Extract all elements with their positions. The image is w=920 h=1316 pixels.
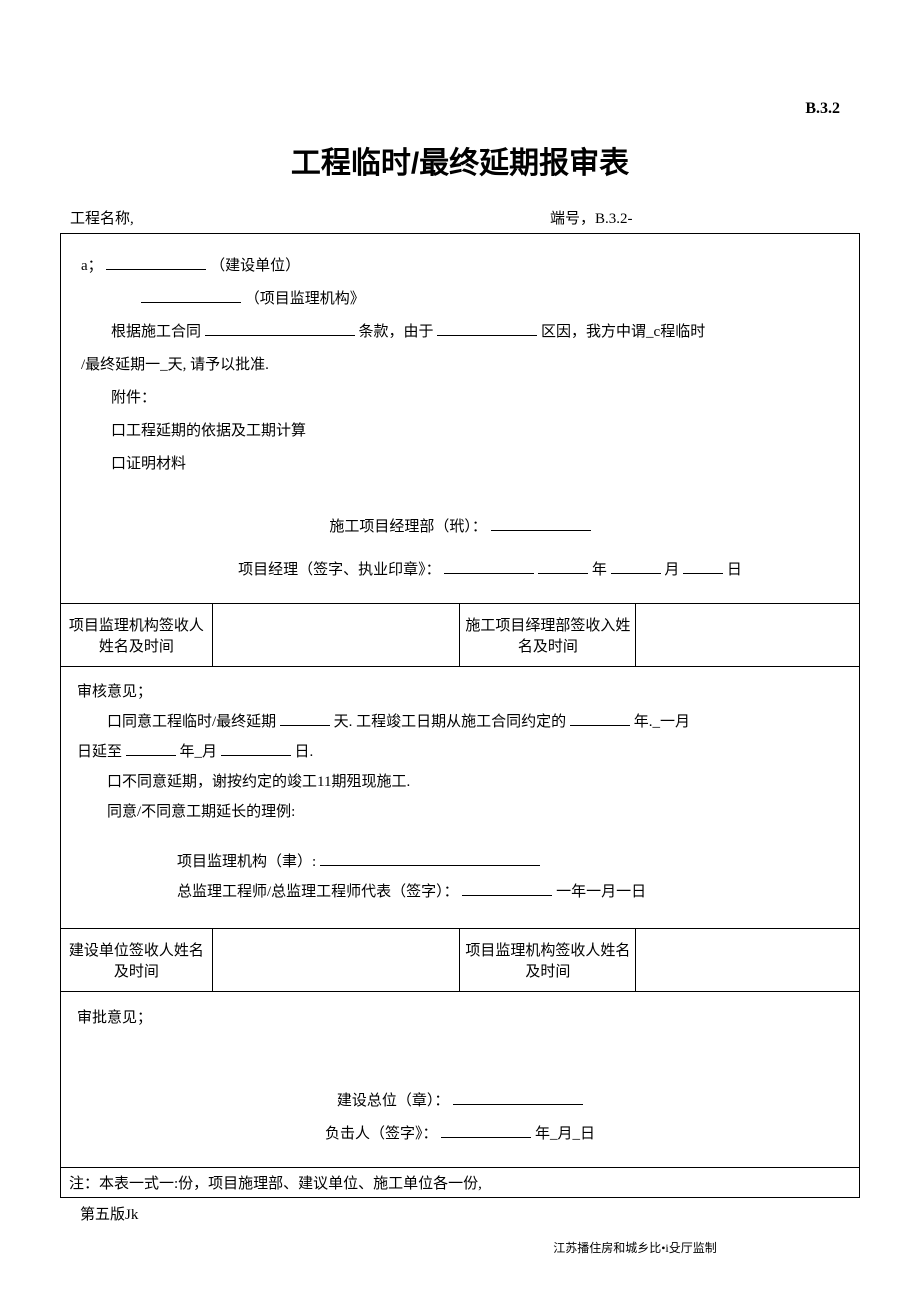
line1-prefix: a； bbox=[81, 258, 103, 274]
s2-line4: 同意/不同意工期延长的理例: bbox=[77, 797, 843, 827]
new-day-blank[interactable] bbox=[221, 741, 291, 756]
day-blank[interactable] bbox=[683, 559, 723, 574]
applicant-section: a； （建设单位） （项目监理机构》 根据施工合同 条款，由于 区因，我方中谓_… bbox=[69, 240, 851, 597]
new-year-blank[interactable] bbox=[126, 741, 176, 756]
sig2-left-value[interactable] bbox=[212, 929, 460, 992]
s2-org-label: 项目监理机构（聿）: bbox=[177, 854, 316, 870]
year-blank[interactable] bbox=[538, 559, 588, 574]
line1-suffix: （建设单位） bbox=[210, 258, 300, 274]
days-blank[interactable] bbox=[280, 711, 330, 726]
month-label: 月 bbox=[664, 562, 679, 578]
attachment-label: 附件： bbox=[81, 382, 839, 415]
document-code: B.3.2 bbox=[60, 100, 860, 118]
s3-org-blank[interactable] bbox=[453, 1090, 583, 1105]
s2-eng-label: 总监理工程师/总监理工程师代表（签字）： bbox=[177, 884, 459, 900]
s2-line3: 口不同意延期，谢按约定的竣工11期殂现施工. bbox=[77, 767, 843, 797]
line2-suffix: （项目监理机构》 bbox=[245, 291, 365, 307]
approval-section: 审批意见； 建设总位（章）： 负击人（签字》： 年_月_日 bbox=[69, 998, 851, 1161]
line3-mid1: 条款，由于 bbox=[359, 324, 434, 340]
sig2-right-label: 项目监理机构签收人姓名及时间 bbox=[460, 929, 636, 992]
dept-blank[interactable] bbox=[491, 516, 591, 531]
s2-eng-blank[interactable] bbox=[462, 881, 552, 896]
signature-row-1: 项目监理机构签收人姓名及时间 施工项目绎理部签收入姓名及时间 bbox=[61, 604, 860, 667]
note-text: 注：本表一式一:份，项目施理部、建议单位、施工单位各一份, bbox=[61, 1168, 860, 1198]
line3-prefix: 根据施工合同 bbox=[111, 324, 201, 340]
construction-unit-blank[interactable] bbox=[106, 255, 206, 270]
attachment-2: 口证明材料 bbox=[81, 448, 839, 481]
review-section: 审核意见； 口同意工程临时/最终延期 天. 工程竣工日期从施工合同约定的 年._… bbox=[69, 673, 851, 922]
s3-org-label: 建设总位（章）： bbox=[337, 1093, 450, 1109]
footer-version: 第五版Jk bbox=[60, 1203, 860, 1224]
s3-person-blank[interactable] bbox=[441, 1123, 531, 1138]
form-table: a； （建设单位） （项目监理机构》 根据施工合同 条款，由于 区因，我方中谓_… bbox=[60, 233, 860, 1198]
approval-title: 审批意见； bbox=[77, 1002, 843, 1035]
s2-line2-suffix: 日. bbox=[295, 744, 314, 760]
mgr-sig-blank[interactable] bbox=[444, 559, 534, 574]
manager-label: 项目经理（签字、执业印章》： bbox=[238, 562, 441, 578]
s2-eng-suffix: 一年一月一日 bbox=[556, 884, 646, 900]
month-blank[interactable] bbox=[611, 559, 661, 574]
sig1-right-value[interactable] bbox=[636, 604, 860, 667]
s2-line1-mid: 天. 工程竣工日期从施工合同约定的 bbox=[334, 714, 567, 730]
year-label: 年 bbox=[592, 562, 607, 578]
sig2-right-value[interactable] bbox=[636, 929, 860, 992]
project-name-label: 工程名称, bbox=[70, 207, 550, 228]
sig2-left-label: 建设单位签收人姓名及时间 bbox=[61, 929, 213, 992]
reason-blank[interactable] bbox=[437, 321, 537, 336]
sig1-left-label: 项目监理机构签收人姓名及时间 bbox=[61, 604, 213, 667]
contract-clause-blank[interactable] bbox=[205, 321, 355, 336]
footer-authority: 江苏播住房和城乡比•i殳厅监制 bbox=[60, 1239, 860, 1256]
s2-line1-suffix: 年._一月 bbox=[634, 714, 690, 730]
review-title: 审核意见； bbox=[77, 677, 843, 707]
attachment-1: 口工程延期的依据及工期计算 bbox=[81, 415, 839, 448]
sig1-right-label: 施工项目绎理部签收入姓名及时间 bbox=[460, 604, 636, 667]
s2-line1-prefix: 口同意工程临时/最终延期 bbox=[107, 714, 276, 730]
s2-line2-mid1: 年_月 bbox=[180, 744, 218, 760]
supervision-org-blank[interactable] bbox=[141, 288, 241, 303]
note-row: 注：本表一式一:份，项目施理部、建议单位、施工单位各一份, bbox=[61, 1168, 860, 1198]
day-label: 日 bbox=[727, 562, 742, 578]
orig-year-blank[interactable] bbox=[570, 711, 630, 726]
s3-person-label: 负击人（签字》： bbox=[325, 1126, 438, 1142]
dept-label: 施工项目经理部（玳）： bbox=[329, 519, 487, 535]
signature-row-2: 建设单位签收人姓名及时间 项目监理机构签收人姓名及时间 bbox=[61, 929, 860, 992]
s2-line2-prefix: 日延至 bbox=[77, 744, 122, 760]
header-row: 工程名称, 端号，B.3.2- bbox=[60, 207, 860, 228]
sig1-left-value[interactable] bbox=[212, 604, 460, 667]
s3-person-suffix: 年_月_日 bbox=[535, 1126, 595, 1142]
document-title: 工程临时/最终延期报审表 bbox=[60, 138, 860, 182]
line4: /最终延期一_天, 请予以批准. bbox=[81, 349, 839, 382]
form-number-label: 端号，B.3.2- bbox=[550, 207, 850, 228]
s2-org-blank[interactable] bbox=[320, 851, 540, 866]
line3-mid2: 区因，我方中谓_c程临时 bbox=[541, 324, 705, 340]
